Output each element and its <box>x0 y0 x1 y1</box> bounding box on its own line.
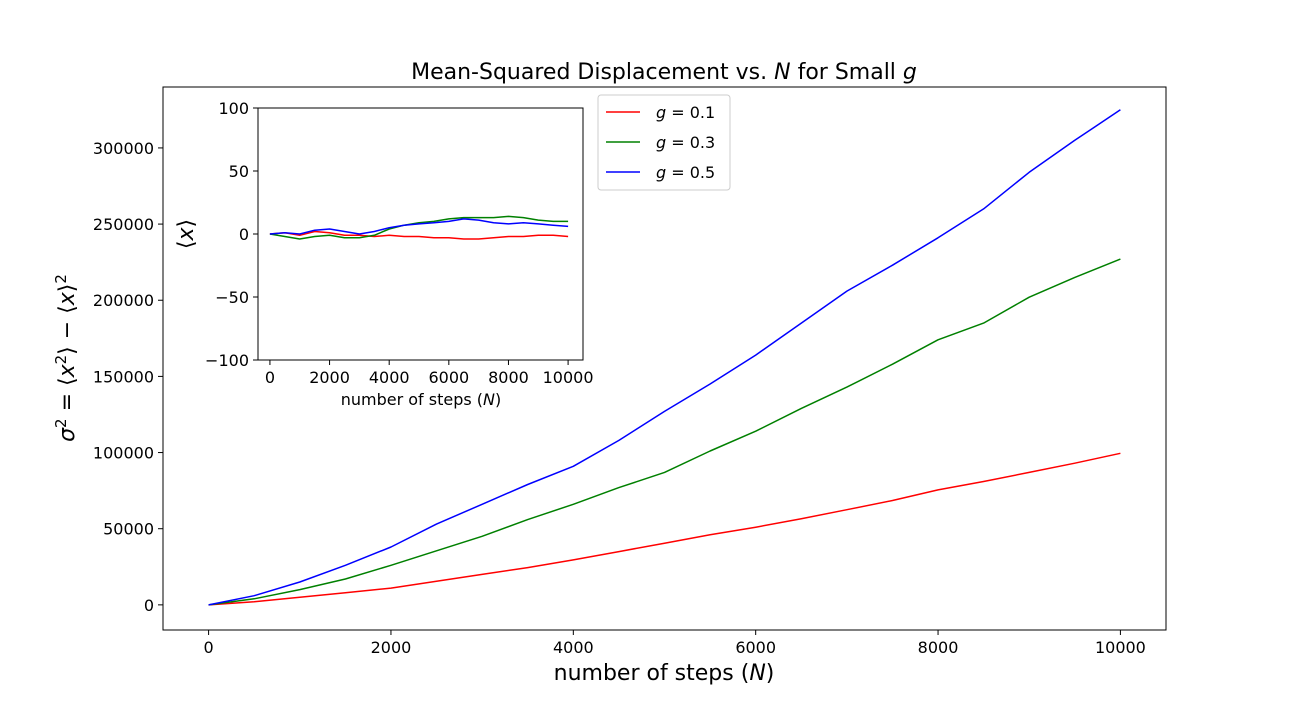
inset-y-axis-title: ⟨x⟩ <box>174 219 199 249</box>
main-y-tick-label-0: 0 <box>144 596 154 615</box>
inset-y-tick-label-2: 0 <box>239 225 249 244</box>
inset-x-tick-label-2: 4000 <box>369 368 410 387</box>
main-y-tick-label-1: 50000 <box>103 520 154 539</box>
inset-x-tick-label-5: 10000 <box>543 368 594 387</box>
main-y-tick-label-6: 300000 <box>93 139 154 158</box>
chart-title: Mean-Squared Displacement vs. N for Smal… <box>411 60 917 85</box>
main-plot-area <box>162 86 1167 631</box>
main-series-line-1 <box>208 258 1121 606</box>
legend: g = 0.1 g = 0.3 g = 0.5 <box>597 94 731 191</box>
main-y-tick-label-4: 200000 <box>93 291 154 310</box>
legend-label-2: g = 0.5 <box>656 163 715 182</box>
main-x-tick-label-3: 6000 <box>735 638 776 657</box>
main-x-tick-label-5: 10000 <box>1095 638 1146 657</box>
inset-y-tick-label-3: 50 <box>229 162 249 181</box>
main-x-tick-label-0: 0 <box>203 638 213 657</box>
inset-x-tick-label-3: 6000 <box>428 368 469 387</box>
inset-plot-area <box>257 107 584 361</box>
main-y-tick-label-3: 150000 <box>93 367 154 386</box>
main-y-tick-label-5: 250000 <box>93 215 154 234</box>
main-series-line-2 <box>208 109 1121 606</box>
legend-label-1: g = 0.3 <box>656 133 715 152</box>
inset-series-line-2 <box>269 218 569 235</box>
inset-x-axis-title: number of steps (N) <box>341 390 502 409</box>
legend-box <box>597 94 731 191</box>
legend-items: g = 0.1 g = 0.3 g = 0.5 <box>606 103 715 182</box>
main-series-line-0 <box>208 452 1121 606</box>
main-x-tick-label-4: 8000 <box>918 638 959 657</box>
inset-y-tick-label-4: 100 <box>218 99 249 118</box>
main-plot-layer: 0 2000 4000 6000 8000 10000050000100000150000… <box>93 109 1146 657</box>
main-y-axis-title: σ2 = ⟨x2⟩ − ⟨x⟩2 <box>52 274 80 442</box>
inset-x-tick-label-4: 8000 <box>488 368 529 387</box>
main-x-tick-label-2: 4000 <box>553 638 594 657</box>
inset-y-tick-label-0: −100 <box>205 351 249 370</box>
inset-y-tick-label-1: −50 <box>215 288 249 307</box>
inset-x-tick-label-0: 0 <box>265 368 275 387</box>
main-x-tick-label-1: 2000 <box>371 638 412 657</box>
inset-x-tick-label-1: 2000 <box>309 368 350 387</box>
legend-label-0: g = 0.1 <box>656 103 715 122</box>
main-x-axis-title: number of steps (N) <box>554 661 775 686</box>
inset-plot-layer: 0 2000 4000 6000 8000 10000 −100 −50 0 50 100 <box>205 99 593 387</box>
inset-series-line-1 <box>269 215 569 240</box>
inset-background <box>258 108 583 360</box>
inset-series-line-0 <box>269 230 569 240</box>
main-y-tick-label-2: 100000 <box>93 444 154 463</box>
